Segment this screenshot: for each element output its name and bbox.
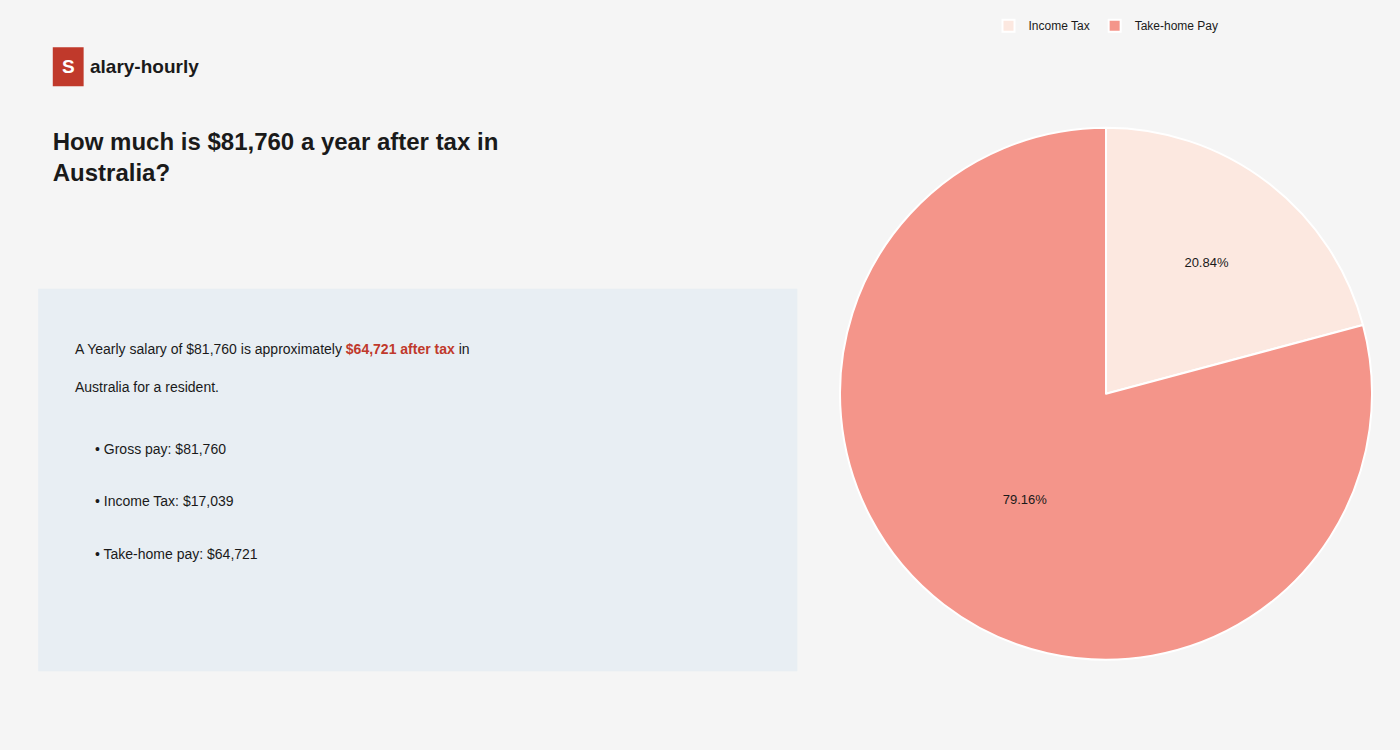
svg-text:• Gross pay: $81,760: • Gross pay: $81,760 <box>95 441 226 457</box>
svg-text:A Yearly salary of $81,760 is: A Yearly salary of $81,760 is approximat… <box>75 341 470 357</box>
svg-text:S: S <box>62 56 75 77</box>
svg-text:• Take-home pay: $64,721: • Take-home pay: $64,721 <box>95 546 258 562</box>
svg-text:How much is $81,760 a year aft: How much is $81,760 a year after tax inA… <box>53 128 499 186</box>
svg-text:20.84%: 20.84% <box>1184 255 1229 270</box>
svg-text:79.16%: 79.16% <box>1003 492 1048 507</box>
svg-text:alary-hourly: alary-hourly <box>90 56 199 77</box>
svg-text:Take-home Pay: Take-home Pay <box>1135 19 1218 33</box>
svg-text:Income Tax: Income Tax <box>1029 19 1090 33</box>
svg-text:Australia for a resident.: Australia for a resident. <box>75 379 219 395</box>
svg-text:• Income Tax: $17,039: • Income Tax: $17,039 <box>95 493 234 509</box>
